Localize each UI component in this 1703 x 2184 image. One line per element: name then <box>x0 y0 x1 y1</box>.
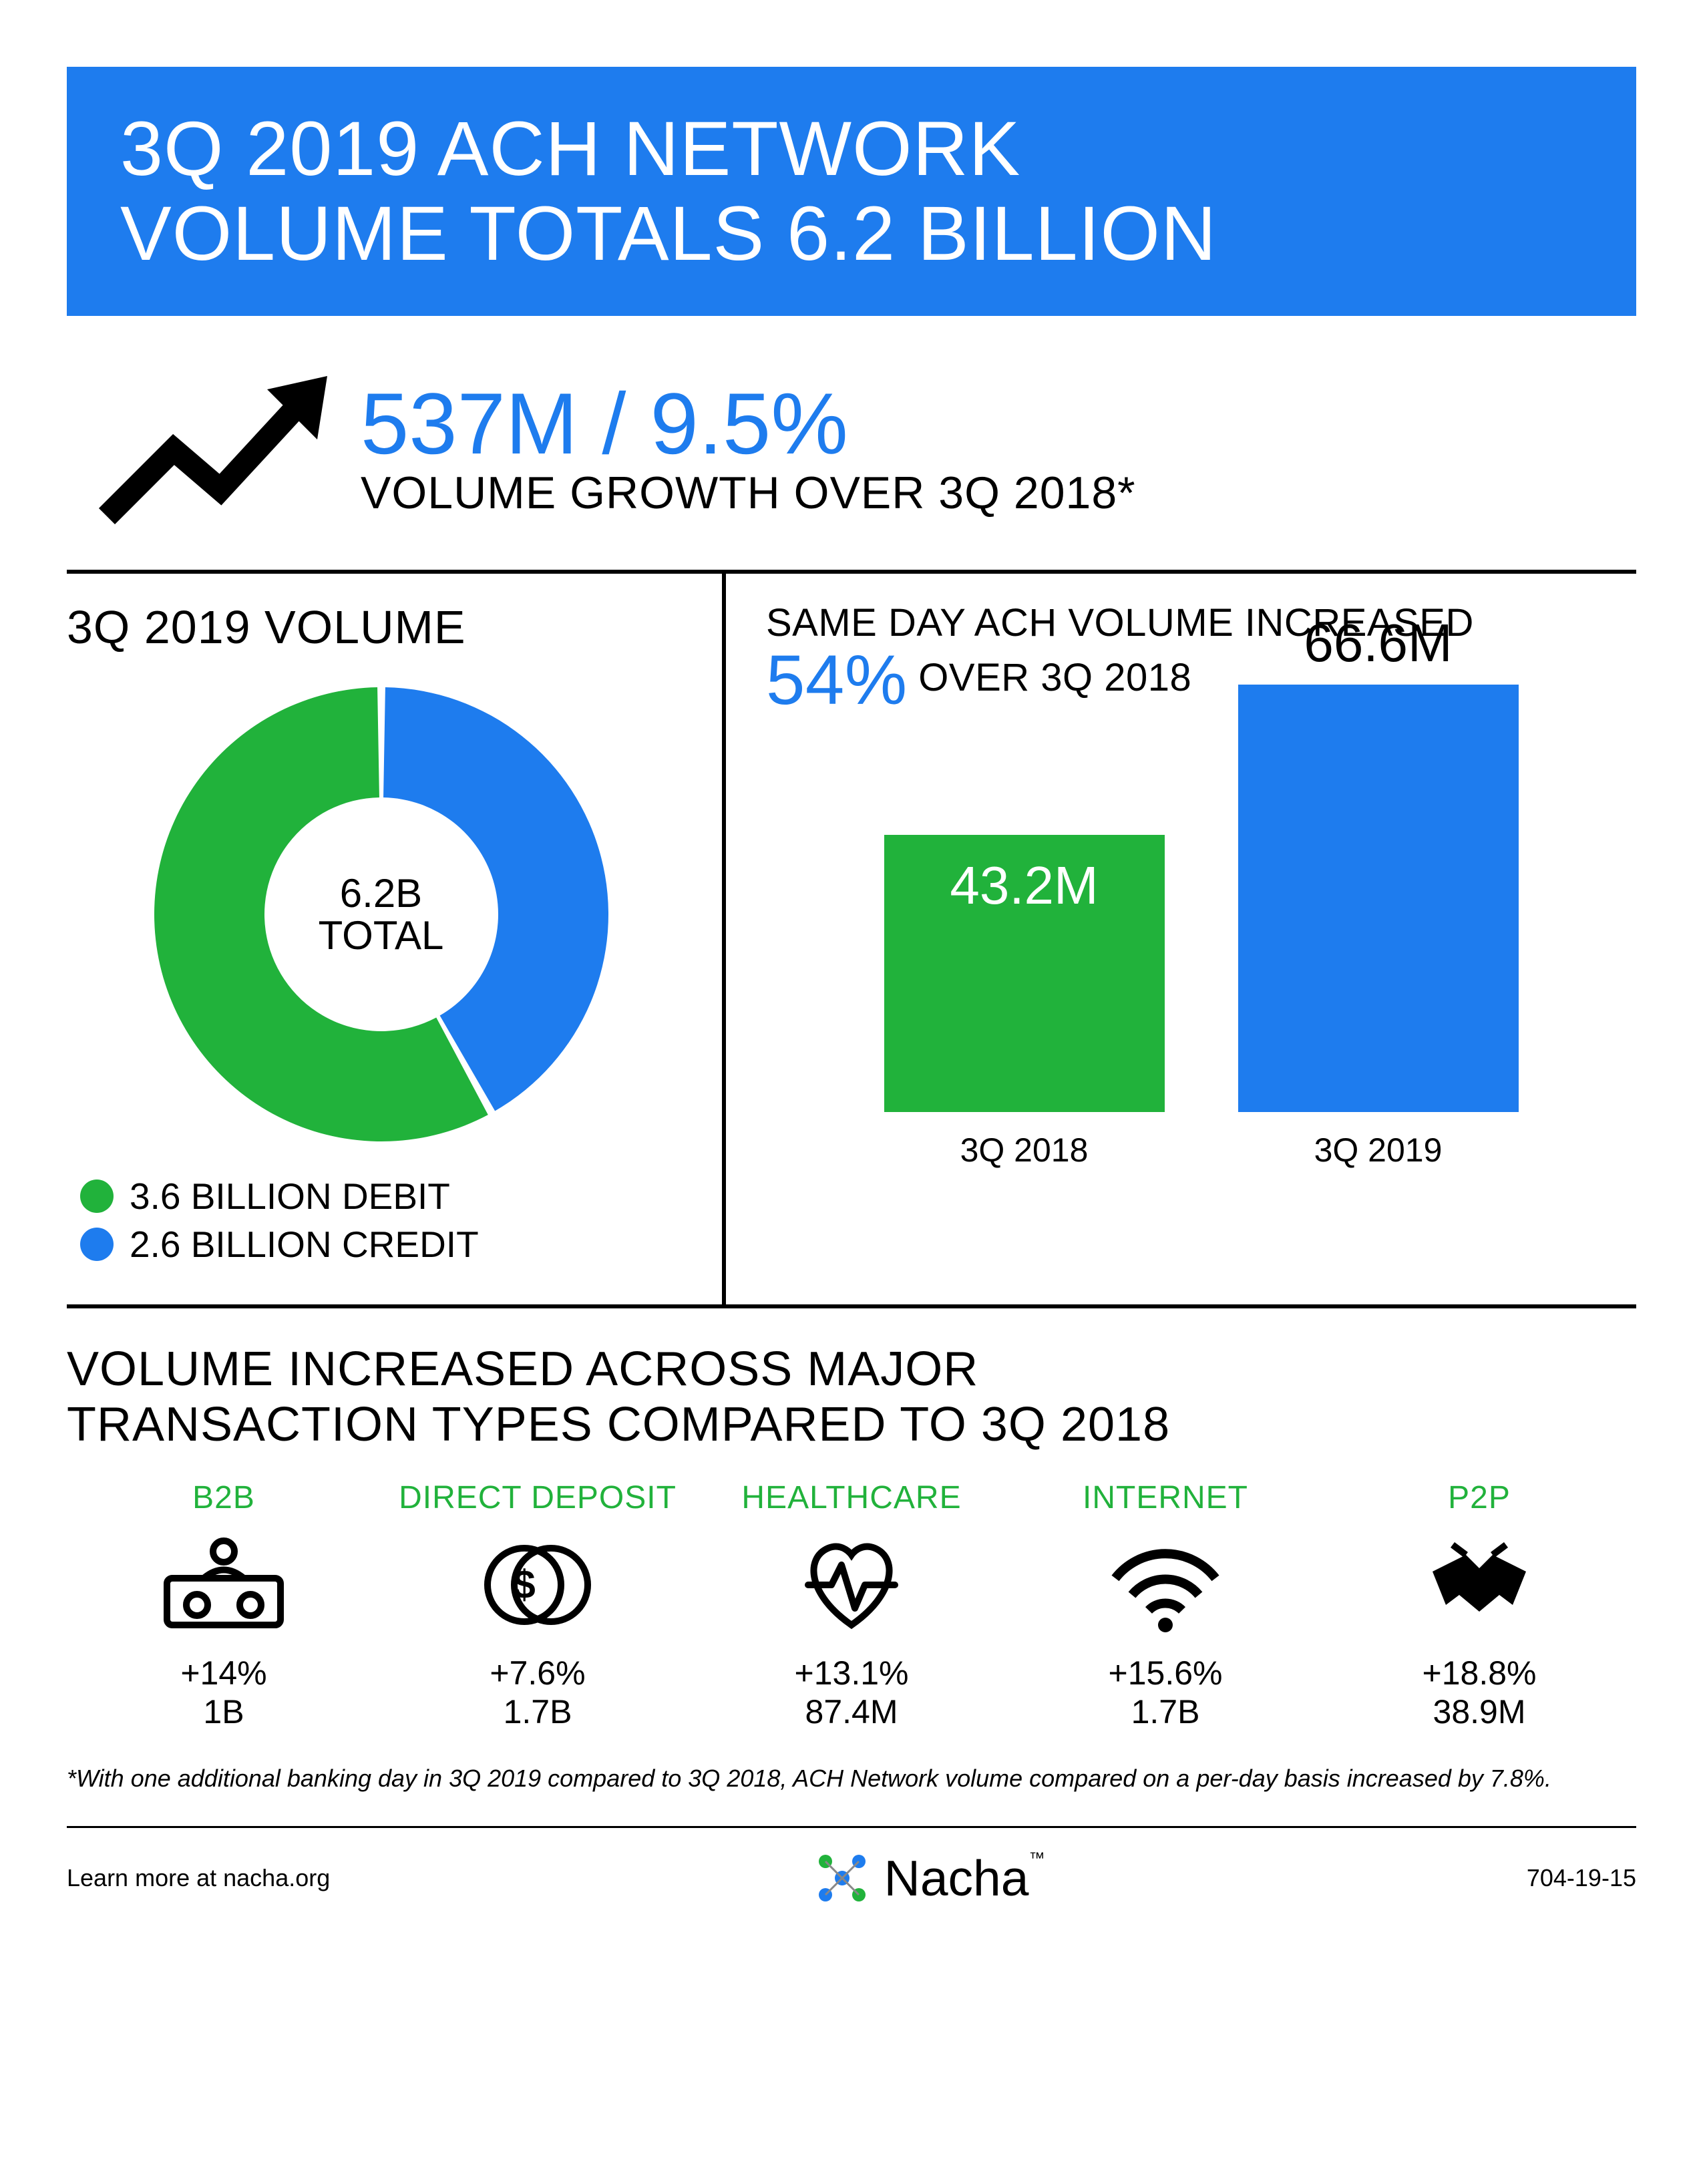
sameday-bar-chart: 43.2M3Q 201866.6M3Q 2019 <box>766 742 1636 1169</box>
footer-divider <box>67 1826 1636 1828</box>
donut-center-line1: 6.2B <box>319 872 444 914</box>
donut-title: 3Q 2019 VOLUME <box>67 600 695 654</box>
transaction-pct: +7.6% <box>490 1654 585 1692</box>
b2b-icon <box>160 1528 287 1642</box>
donut-legend: 3.6 BILLION DEBIT 2.6 BILLION CREDIT <box>67 1175 695 1266</box>
donut-panel: 3Q 2019 VOLUME 6.2B TOTAL 3.6 BILLION DE… <box>67 574 726 1304</box>
sameday-pct: 54% <box>766 645 908 715</box>
transactions-section: VOLUME INCREASED ACROSS MAJOR TRANSACTIO… <box>67 1308 1636 1793</box>
legend-label: 3.6 BILLION DEBIT <box>130 1175 450 1218</box>
legend-item: 3.6 BILLION DEBIT <box>80 1175 695 1218</box>
bar: 43.2M <box>884 835 1165 1112</box>
transaction-item: P2P +18.8%38.9M <box>1322 1479 1636 1731</box>
transaction-item: DIRECT DEPOSIT $ +7.6%1.7B <box>381 1479 695 1731</box>
growth-headline: 537M / 9.5% <box>361 380 1610 467</box>
transactions-title-line1: VOLUME INCREASED ACROSS MAJOR <box>67 1342 1636 1397</box>
footnote: *With one additional banking day in 3Q 2… <box>67 1765 1636 1793</box>
transaction-value: 1.7B <box>504 1692 572 1731</box>
mid-section: 3Q 2019 VOLUME 6.2B TOTAL 3.6 BILLION DE… <box>67 574 1636 1308</box>
headline-banner: 3Q 2019 ACH NETWORK VOLUME TOTALS 6.2 BI… <box>67 67 1636 316</box>
nacha-logo-text: Nacha™ <box>884 1849 1045 1907</box>
svg-text:$: $ <box>513 1562 535 1607</box>
donut-center-label: 6.2B TOTAL <box>319 872 444 956</box>
bar-value-label: 66.6M <box>1238 612 1519 674</box>
internet-icon <box>1102 1528 1229 1642</box>
transaction-name: B2B <box>192 1479 255 1516</box>
bar-column: 43.2M 3Q 2018 <box>884 835 1165 1169</box>
transaction-value: 1B <box>203 1692 244 1731</box>
transaction-value: 1.7B <box>1131 1692 1200 1731</box>
legend-item: 2.6 BILLION CREDIT <box>80 1223 695 1266</box>
footer-code: 704-19-15 <box>1527 1864 1636 1892</box>
legend-dot <box>80 1179 114 1213</box>
p2p-icon <box>1412 1528 1546 1642</box>
transaction-value: 87.4M <box>805 1692 898 1731</box>
growth-arrow-icon <box>93 363 334 536</box>
sameday-panel: SAME DAY ACH VOLUME INCREASED 54% OVER 3… <box>726 574 1636 1304</box>
transaction-item: B2B +14%1B <box>67 1479 381 1731</box>
bar-category-label: 3Q 2019 <box>1238 1131 1519 1169</box>
transaction-pct: +18.8% <box>1423 1654 1537 1692</box>
nacha-logo-icon <box>812 1848 872 1908</box>
legend-dot <box>80 1228 114 1261</box>
transaction-name: DIRECT DEPOSIT <box>399 1479 677 1516</box>
transaction-name: HEALTHCARE <box>741 1479 961 1516</box>
transaction-item: HEALTHCARE +13.1%87.4M <box>695 1479 1008 1731</box>
transactions-title-line2: TRANSACTION TYPES COMPARED TO 3Q 2018 <box>67 1397 1636 1453</box>
transaction-value: 38.9M <box>1433 1692 1526 1731</box>
deposit-icon: $ <box>474 1528 601 1642</box>
donut-chart: 6.2B TOTAL <box>141 674 622 1155</box>
transaction-pct: +14% <box>180 1654 266 1692</box>
bar <box>1238 685 1519 1112</box>
transactions-title: VOLUME INCREASED ACROSS MAJOR TRANSACTIO… <box>67 1342 1636 1453</box>
transaction-name: P2P <box>1448 1479 1511 1516</box>
legend-label: 2.6 BILLION CREDIT <box>130 1223 479 1266</box>
growth-text: 537M / 9.5% VOLUME GROWTH OVER 3Q 2018* <box>361 380 1610 519</box>
nacha-logo: Nacha™ <box>812 1848 1045 1908</box>
growth-row: 537M / 9.5% VOLUME GROWTH OVER 3Q 2018* <box>67 316 1636 570</box>
transaction-item: INTERNET +15.6%1.7B <box>1008 1479 1322 1731</box>
banner-line-1: 3Q 2019 ACH NETWORK <box>120 107 1583 192</box>
transactions-row: B2B+14%1BDIRECT DEPOSIT$+7.6%1.7BHEALTHC… <box>67 1479 1636 1731</box>
bar-category-label: 3Q 2018 <box>884 1131 1165 1169</box>
banner-line-2: VOLUME TOTALS 6.2 BILLION <box>120 192 1583 277</box>
transaction-name: INTERNET <box>1083 1479 1248 1516</box>
transaction-pct: +13.1% <box>795 1654 909 1692</box>
donut-center-line2: TOTAL <box>319 914 444 956</box>
footer: Learn more at nacha.org Nacha™ 704-19-15 <box>67 1848 1636 1908</box>
footer-learn-more: Learn more at nacha.org <box>67 1864 330 1892</box>
bar-column: 66.6M 3Q 2019 <box>1238 612 1519 1169</box>
growth-subline: VOLUME GROWTH OVER 3Q 2018* <box>361 467 1610 519</box>
healthcare-icon <box>795 1528 908 1642</box>
sameday-tail: OVER 3Q 2018 <box>908 656 1192 699</box>
transaction-pct: +15.6% <box>1109 1654 1223 1692</box>
